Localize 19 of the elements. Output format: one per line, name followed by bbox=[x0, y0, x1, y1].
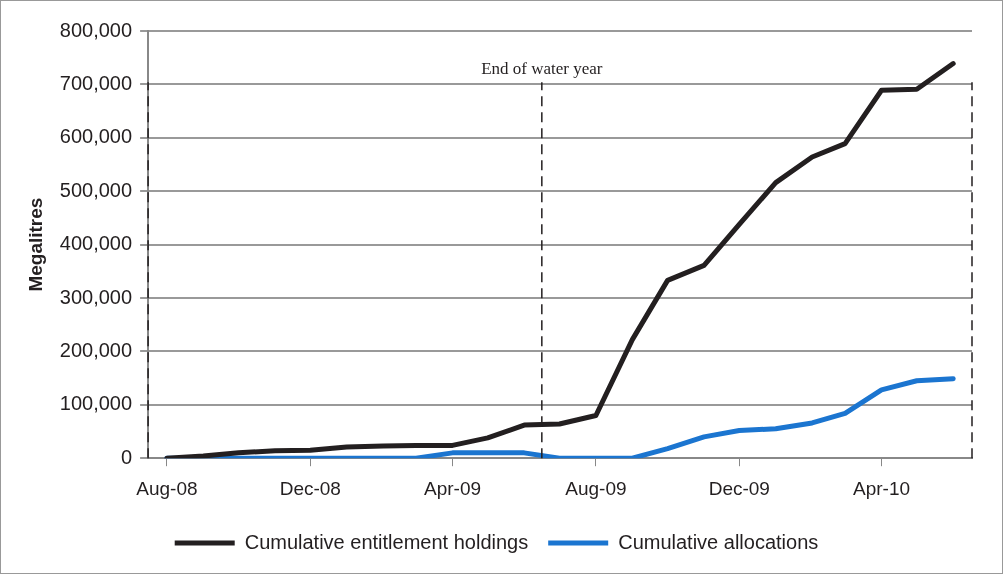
legend-label: Cumulative entitlement holdings bbox=[244, 530, 529, 553]
x-tick-label: Apr-10 bbox=[852, 477, 911, 499]
y-tick-label: 600,000 bbox=[59, 125, 133, 148]
y-tick-label: 100,000 bbox=[59, 392, 133, 415]
legend-label: Cumulative allocations bbox=[618, 530, 819, 553]
y-axis-title: Megalitres bbox=[24, 197, 46, 292]
y-tick-label: 0 bbox=[120, 445, 133, 468]
x-tick-label: Dec-09 bbox=[708, 477, 770, 499]
x-tick-label: Aug-09 bbox=[565, 477, 627, 499]
y-tick-label: 200,000 bbox=[59, 338, 133, 361]
y-tick-label: 800,000 bbox=[59, 18, 133, 41]
ref-line-label: End of water year bbox=[481, 59, 603, 79]
x-tick-label: Aug-08 bbox=[136, 477, 198, 499]
x-tick-label: Apr-09 bbox=[423, 477, 482, 499]
x-tick-label: Dec-08 bbox=[279, 477, 341, 499]
y-tick-label: 700,000 bbox=[59, 71, 133, 94]
y-tick-label: 300,000 bbox=[59, 285, 133, 308]
y-tick-label: 400,000 bbox=[59, 232, 133, 255]
y-tick-label: 500,000 bbox=[59, 178, 133, 201]
